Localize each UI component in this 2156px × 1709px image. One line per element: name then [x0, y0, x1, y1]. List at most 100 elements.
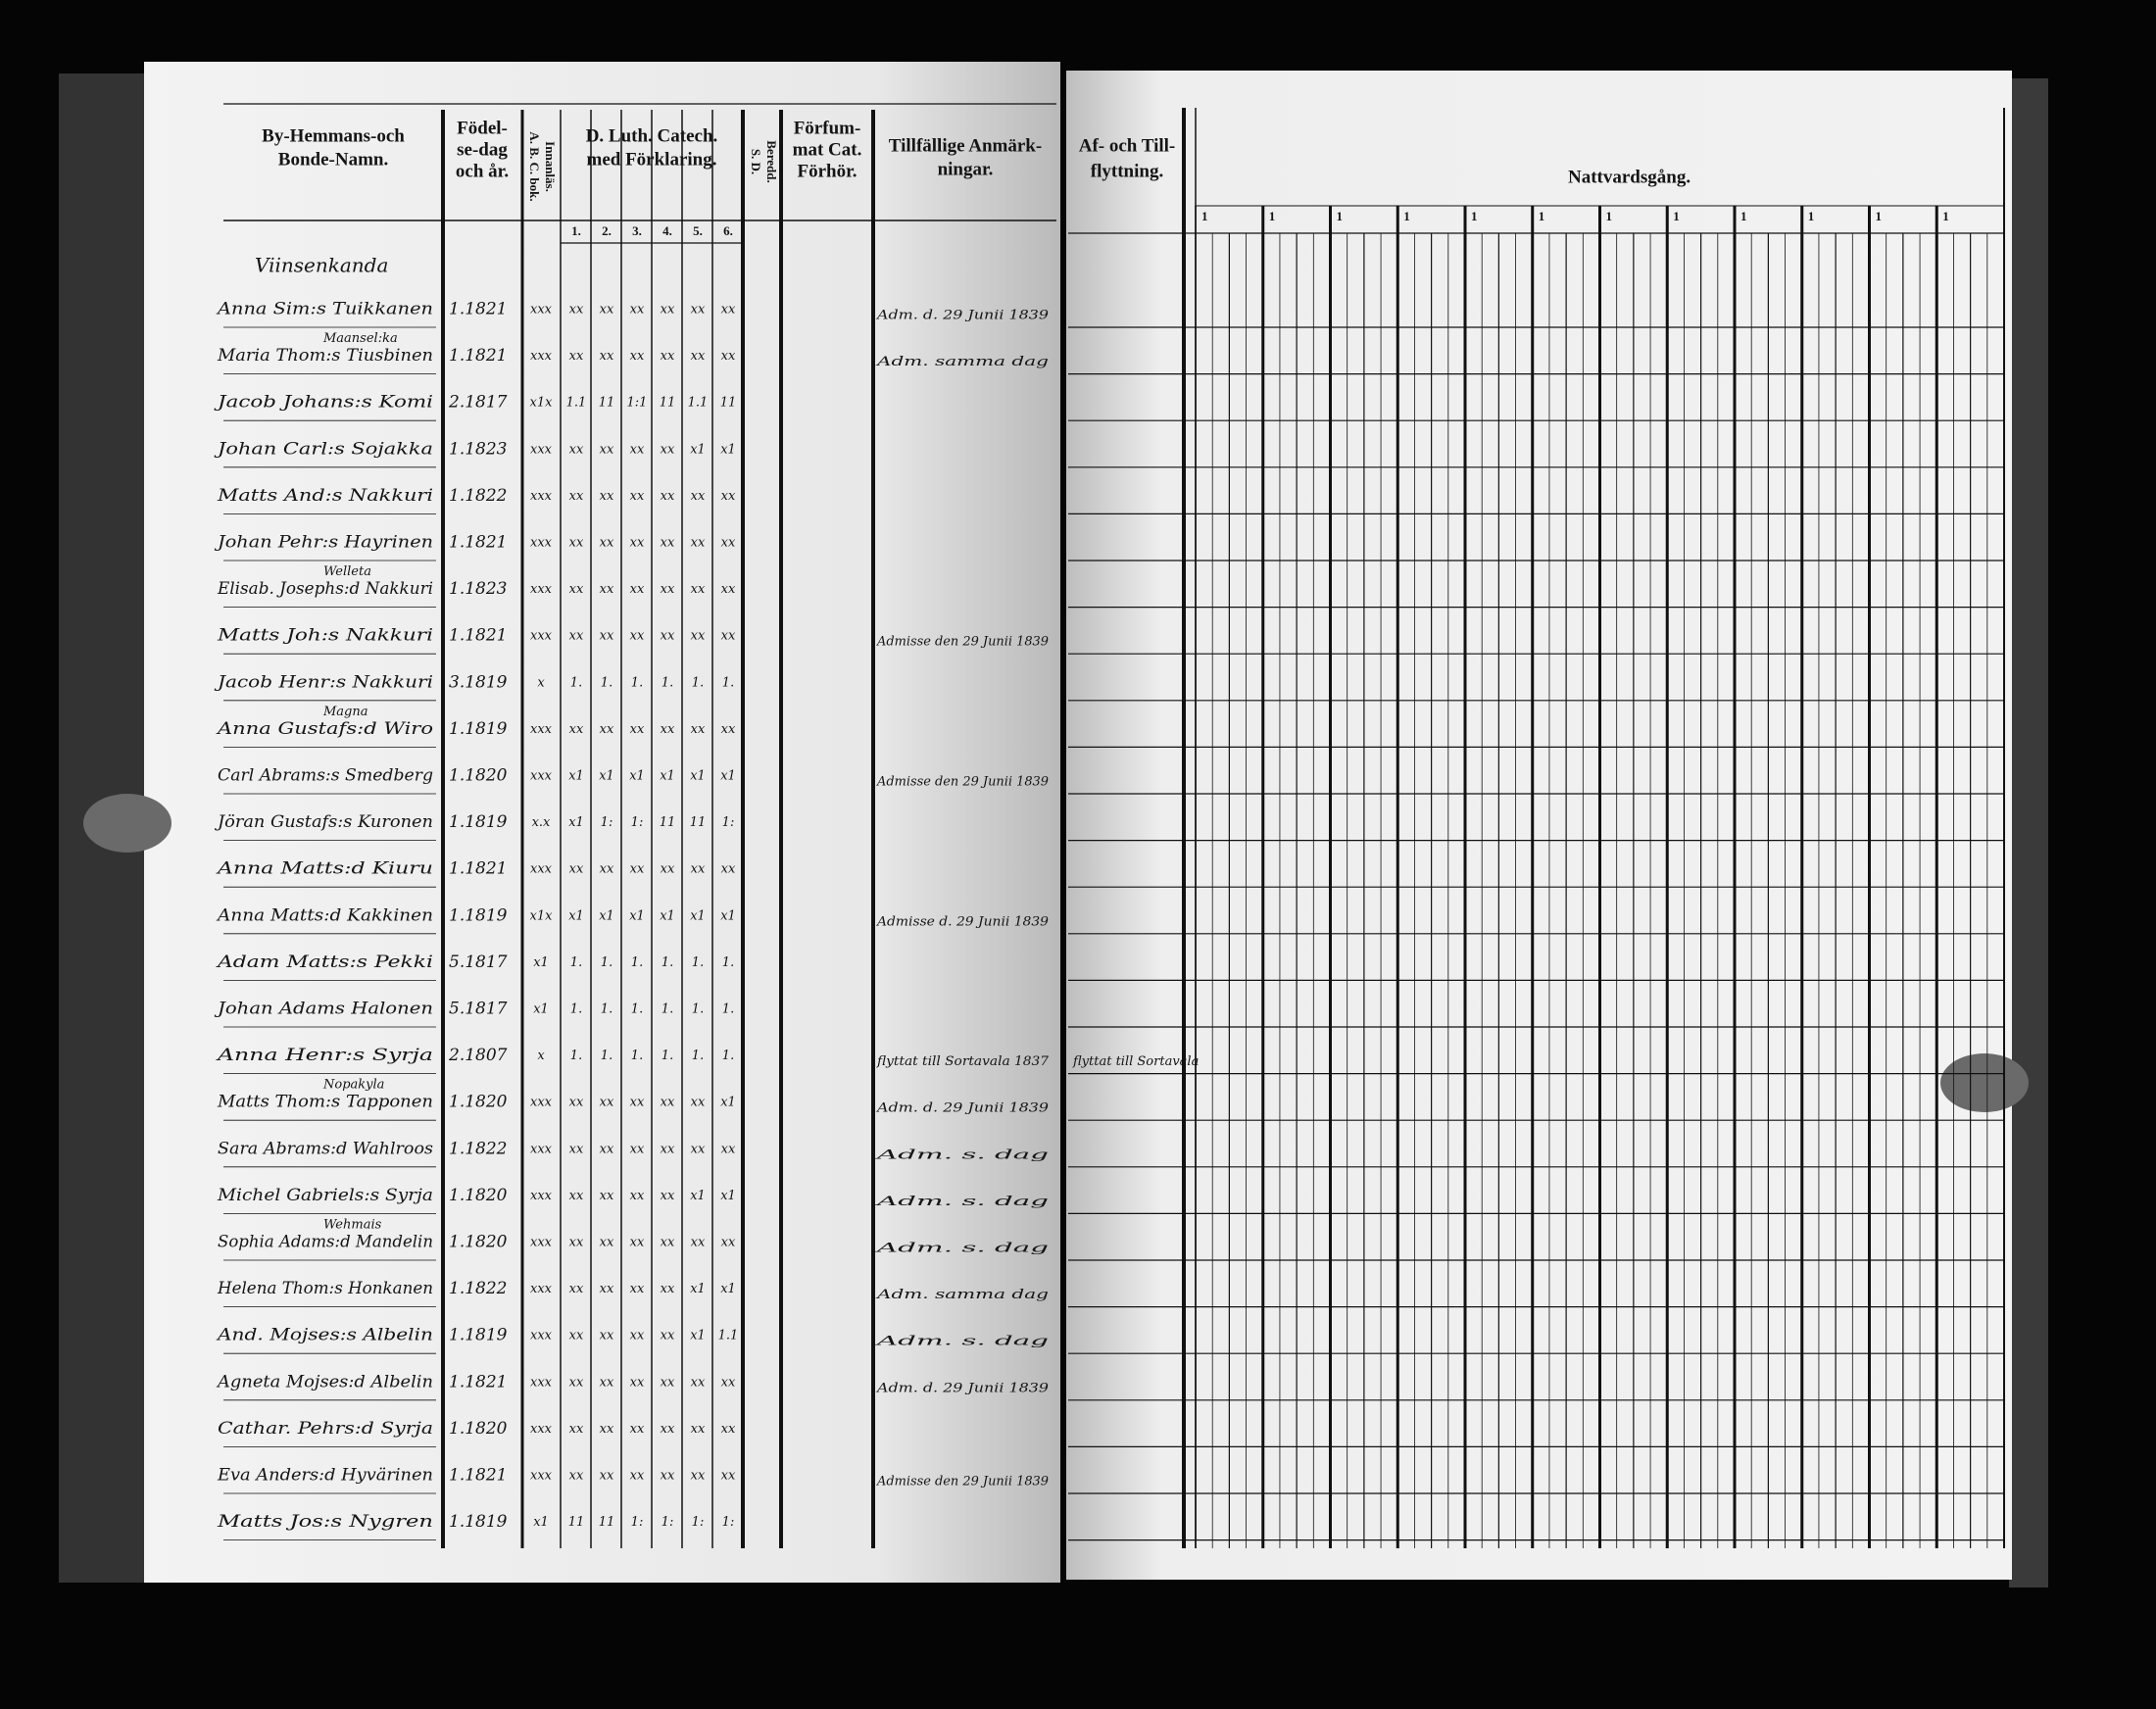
catechism-mark: xx	[630, 722, 645, 737]
catechism-mark: 11	[568, 1515, 585, 1530]
catechism-mark: xx	[569, 1096, 584, 1110]
catechism-mark: xx	[661, 1189, 675, 1203]
catechism-mark: xx	[569, 1189, 584, 1203]
name-note: Welleta	[323, 564, 371, 579]
catechism-mark: xx	[600, 303, 614, 317]
catechism-mark: xx	[600, 1189, 614, 1203]
catechism-mark: 1:	[692, 1515, 705, 1530]
catechism-mark: xx	[569, 1375, 584, 1390]
catechism-mark: 1:	[601, 815, 613, 830]
person-name: Anna Henr:s Syrja	[215, 1046, 433, 1065]
village-name: Viinsenkanda	[255, 254, 388, 277]
catechism-mark: 1.	[631, 675, 643, 690]
header-text: D. Luth. Catech.	[586, 125, 718, 146]
catechism-mark: x1	[720, 1189, 736, 1203]
catechism-mark: xx	[569, 1329, 584, 1343]
catechism-mark: 1:	[631, 815, 644, 830]
catechism-mark: x1	[629, 908, 645, 923]
abc: xxx	[530, 862, 553, 877]
header-text: och år.	[456, 161, 509, 181]
person-name: Anna Sim:s Tuikkanen	[216, 300, 433, 319]
birth: 1.1822	[449, 1139, 507, 1158]
catechism-mark: xx	[721, 582, 736, 597]
catechism-mark: xx	[630, 1236, 645, 1250]
catechism-mark: xx	[569, 1282, 584, 1296]
birth: 1.1820	[449, 1419, 508, 1439]
person-name: Carl Abrams:s Smedberg	[218, 766, 433, 786]
person-name: Adam Matts:s Pekki	[215, 952, 433, 972]
page-edges	[2009, 78, 2048, 1587]
catechism-mark: xx	[721, 489, 736, 504]
birth: 1.1821	[449, 626, 507, 646]
catechism-mark: x1	[568, 815, 584, 830]
catechism-mark: x1	[690, 442, 706, 457]
catechism-mark: xx	[721, 1142, 736, 1156]
group-label: 1	[1337, 209, 1344, 223]
group-label: 1	[1606, 209, 1613, 223]
catechism-mark: 1.	[601, 1049, 612, 1063]
header-text: 2.	[602, 223, 612, 238]
catechism-mark: x1	[720, 908, 736, 923]
catechism-mark: xx	[569, 536, 584, 551]
catechism-mark: 1.	[662, 955, 673, 970]
catechism-mark: xx	[721, 862, 736, 877]
catechism-mark: xx	[600, 489, 614, 504]
catechism-mark: xx	[600, 862, 614, 877]
catechism-mark: xx	[600, 442, 614, 457]
catechism-mark: 1.	[722, 1049, 734, 1063]
catechism-mark: 1.	[631, 955, 643, 970]
catechism-mark: xx	[569, 1142, 584, 1156]
header-text: mat Cat.	[793, 139, 862, 160]
group-label: 1	[1876, 209, 1883, 223]
person-name: Johan Pehr:s Hayrinen	[215, 533, 433, 553]
birth: 2.1807	[448, 1046, 508, 1065]
catechism-mark: xx	[721, 536, 736, 551]
abc: xxx	[530, 1422, 553, 1437]
catechism-mark: xx	[661, 722, 675, 737]
catechism-mark: 1.	[692, 1049, 704, 1063]
group-label: 1	[1808, 209, 1815, 223]
catechism-mark: x1	[720, 769, 736, 784]
catechism-mark: x1	[720, 1282, 736, 1296]
catechism-mark: xx	[630, 442, 645, 457]
catechism-mark: xx	[600, 722, 614, 737]
catechism-mark: xx	[569, 442, 584, 457]
catechism-mark: xx	[721, 1469, 736, 1484]
catechism-mark: xx	[721, 1422, 736, 1437]
header-text: 3.	[632, 223, 642, 238]
remark: Adm. s. dag	[875, 1147, 1049, 1162]
remark: Adm. s. dag	[875, 1242, 1049, 1256]
catechism-mark: 1.	[722, 1002, 734, 1017]
header-text: Innanläs.	[543, 141, 558, 192]
person-name: Anna Matts:d Kakkinen	[216, 905, 433, 925]
birth: 1.1819	[449, 812, 508, 832]
catechism-mark: x1	[690, 1329, 706, 1343]
catechism-mark: x1	[568, 769, 584, 784]
catechism-mark: xx	[661, 1236, 675, 1250]
catechism-mark: 11	[599, 1515, 615, 1530]
abc: xxx	[530, 1236, 553, 1250]
birth: 1.1819	[449, 719, 508, 739]
abc: x1	[533, 1002, 549, 1017]
person-name: Jacob Johans:s Komi	[214, 393, 433, 413]
remark: Adm. samma dag	[875, 355, 1049, 369]
birth: 1.1821	[449, 533, 507, 553]
catechism-mark: xx	[721, 349, 736, 364]
catechism-mark: xx	[600, 349, 614, 364]
catechism-mark: x1	[720, 442, 736, 457]
catechism-mark: xx	[661, 1469, 675, 1484]
catechism-mark: 1:	[722, 815, 735, 830]
header-text: flyttning.	[1091, 161, 1163, 181]
abc: xxx	[530, 349, 553, 364]
abc: x	[537, 675, 545, 690]
catechism-mark: xx	[691, 1469, 706, 1484]
header-text: S. D.	[749, 149, 763, 174]
header-text: By-Hemmans-och	[262, 125, 405, 146]
catechism-mark: xx	[630, 1142, 645, 1156]
catechism-mark: xx	[661, 1422, 675, 1437]
catechism-mark: x1	[599, 769, 614, 784]
catechism-mark: 1:	[722, 1515, 735, 1530]
abc: x1	[533, 1515, 549, 1530]
name-note: Nopakyla	[322, 1078, 384, 1093]
